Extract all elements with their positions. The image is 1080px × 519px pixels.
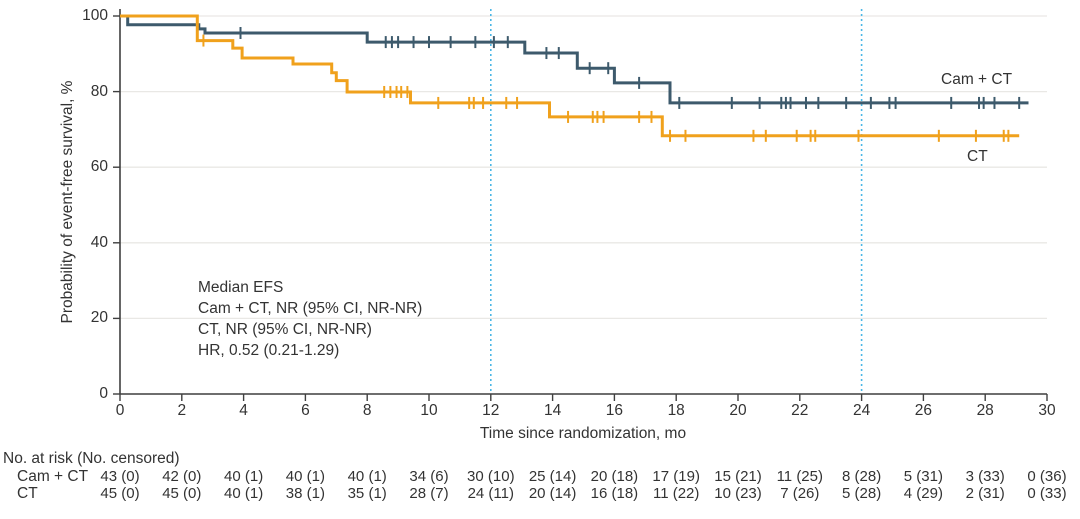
risk-cell-camct-8: 40 (1) [347,468,387,485]
risk-cell-camct-26: 5 (31) [903,468,943,485]
risk-cell-camct-22: 11 (25) [776,468,823,485]
risk-cell-ct-26: 4 (29) [903,485,943,502]
risk-cell-camct-2: 42 (0) [162,468,202,485]
x-tick-label-28: 28 [976,402,994,419]
risk-cell-ct-10: 28 (7) [409,485,449,502]
y-tick-label-20: 20 [90,309,108,327]
series-label-ct: CT [967,148,988,165]
risk-cell-camct-20: 15 (21) [714,468,762,485]
x-tick-label-6: 6 [301,402,310,419]
risk-cell-ct-20: 10 (23) [714,485,762,502]
risk-cell-camct-0: 43 (0) [100,468,140,485]
series-camct-line [120,14,1029,105]
y-tick-label-40: 40 [90,233,108,251]
median-efs-annotation: Median EFS Cam + CT, NR (95% CI, NR-NR) … [198,277,422,361]
risk-cell-ct-24: 5 (28) [842,485,882,502]
x-tick-label-30: 30 [1038,402,1056,419]
annotation-line-median: Median EFS [198,279,284,296]
risk-cell-ct-30: 0 (33) [1027,485,1067,502]
risk-cell-ct-22: 7 (26) [780,485,820,502]
x-tick-label-10: 10 [420,402,438,419]
x-tick-label-4: 4 [239,402,248,419]
x-tick-label-16: 16 [605,402,624,419]
risk-cell-ct-16: 16 (18) [590,485,639,502]
risk-cell-ct-2: 45 (0) [162,485,202,502]
series-label-camct: Cam + CT [941,71,1013,88]
x-tick-label-2: 2 [177,402,187,419]
y-tick-label-80: 80 [90,82,108,100]
risk-cell-camct-30: 0 (36) [1027,468,1067,485]
risk-cell-ct-8: 35 (1) [347,485,387,502]
y-tick-label-0: 0 [99,385,108,402]
x-tick-label-24: 24 [852,402,871,419]
risk-cell-ct-28: 2 (31) [965,485,1005,502]
risk-table-header: No. at risk (No. censored) [3,450,180,467]
risk-cell-ct-18: 11 (22) [652,485,700,502]
x-tick-label-8: 8 [362,402,372,419]
risk-cell-ct-12: 24 (11) [467,485,514,502]
y-axis-title: Probability of event-free survival, % [59,80,76,324]
x-tick-label-0: 0 [115,402,125,419]
series-ct-line [120,14,1020,138]
x-tick-label-20: 20 [729,402,747,419]
y-tick-label-100: 100 [82,7,108,24]
x-tick-label-14: 14 [543,402,562,419]
risk-cell-camct-10: 34 (6) [409,468,449,485]
risk-cell-camct-14: 25 (14) [528,468,577,485]
x-axis-title: Time since randomization, mo [479,425,687,442]
annotation-line-camct: Cam + CT, NR (95% CI, NR-NR) [198,300,423,317]
annotation-line-hr: HR, 0.52 (0.21-1.29) [198,342,340,359]
risk-cell-camct-12: 30 (10) [467,468,515,485]
risk-row-label-camct: Cam + CT [17,468,89,485]
x-tick-label-12: 12 [482,402,500,419]
risk-cell-camct-18: 17 (19) [652,468,700,485]
risk-cell-camct-4: 40 (1) [224,468,264,485]
risk-cell-ct-6: 38 (1) [285,485,325,502]
risk-cell-ct-0: 45 (0) [100,485,140,502]
risk-cell-ct-14: 20 (14) [528,485,577,502]
annotation-line-ct: CT, NR (95% CI, NR-NR) [198,321,372,338]
x-tick-label-26: 26 [914,402,933,419]
x-tick-label-18: 18 [667,402,685,419]
x-tick-label-22: 22 [791,402,809,419]
risk-cell-camct-28: 3 (33) [965,468,1005,485]
risk-cell-camct-24: 8 (28) [842,468,882,485]
y-tick-label-60: 60 [90,158,108,176]
risk-row-label-ct: CT [17,485,38,502]
risk-cell-camct-6: 40 (1) [285,468,325,485]
risk-cell-ct-4: 40 (1) [224,485,264,502]
risk-cell-camct-16: 20 (18) [590,468,639,485]
